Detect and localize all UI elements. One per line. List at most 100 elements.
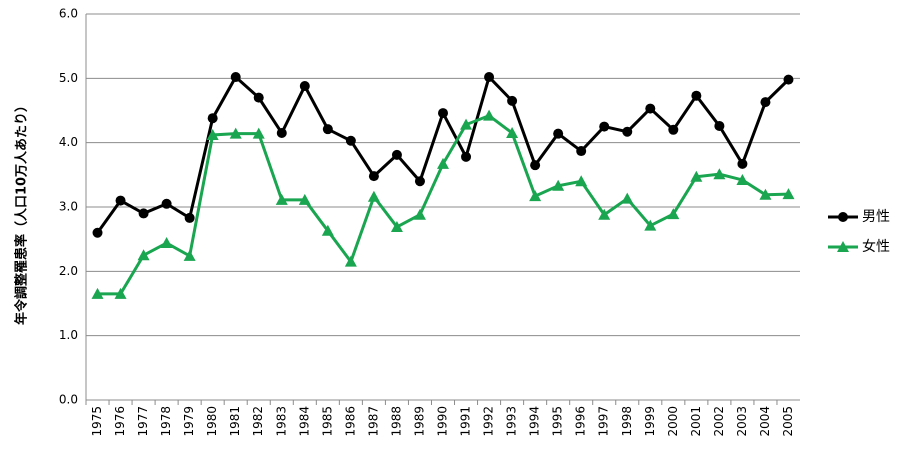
point [345,135,356,146]
point [253,92,264,103]
point [206,128,219,140]
x-tick-label: 1985 [320,406,334,437]
x-tick-label: 1977 [136,406,150,437]
x-tick-label: 1996 [574,406,588,437]
point [736,173,749,185]
x-tick-label: 2000 [666,406,680,437]
point [667,208,680,220]
x-tick-label: 1991 [459,406,473,437]
point [252,127,265,139]
x-tick-label: 1987 [366,406,380,437]
point [138,208,149,219]
x-tick-label: 1983 [274,406,288,437]
point [782,188,795,200]
x-tick-label: 1998 [620,406,634,437]
x-tick-label: 1986 [343,406,357,437]
point [552,179,565,191]
point [759,188,772,200]
point [506,127,519,139]
point [461,151,472,162]
point [160,237,173,249]
point [391,149,402,160]
point [414,176,425,187]
point [230,72,241,83]
y-tick-label: 2.0 [59,264,78,278]
point [691,90,702,101]
point [91,287,104,299]
point [530,160,541,171]
point [322,124,333,135]
point [483,109,496,121]
y-axis-label: 年令調整罹患率（人口10万人あたり） [14,99,30,325]
point [837,241,849,252]
y-tick-label: 1.0 [59,328,78,342]
y-tick-label: 0.0 [59,393,78,407]
point [276,128,287,139]
point [553,128,564,139]
x-tick-label: 2005 [781,406,795,437]
point [838,212,848,222]
legend-label: 女性 [862,238,890,255]
point [437,157,449,169]
x-tick-label: 1975 [90,406,104,437]
point [229,127,242,139]
x-tick-label: 1995 [551,406,565,437]
legend-label: 男性 [862,209,890,225]
x-tick-label: 1997 [597,406,611,437]
point [484,72,495,83]
point [298,193,311,205]
point [438,108,448,119]
x-tick-label: 1994 [528,406,542,437]
point [321,224,334,236]
x-tick-label: 1989 [412,406,426,437]
point [92,227,103,238]
y-tick-label: 5.0 [59,71,78,85]
point [529,190,542,202]
point [367,190,380,202]
x-tick-label: 1992 [482,406,496,437]
point [713,168,726,180]
x-tick-label: 1981 [228,406,242,437]
point [137,249,150,261]
point [344,255,357,267]
x-tick-label: 2004 [758,406,772,437]
point [460,118,473,130]
x-tick-label: 2003 [735,406,749,437]
point [575,175,588,187]
x-tick-label: 1978 [159,406,173,437]
point [760,97,771,108]
point [115,195,126,206]
point [714,120,725,131]
point [183,249,196,261]
x-tick-label: 1979 [182,406,196,437]
x-tick-label: 2002 [712,406,726,437]
point [622,126,633,137]
point [645,103,656,114]
point [368,171,379,182]
point [598,208,611,220]
point [690,170,703,182]
series-line [96,74,790,234]
point [783,74,794,85]
point [644,219,657,231]
point [390,220,403,232]
point [599,121,610,132]
x-tick-label: 1988 [389,406,403,437]
x-tick-label: 1993 [505,406,519,437]
point [184,212,195,223]
x-tick-label: 1982 [251,406,265,437]
point [207,113,218,124]
point [507,95,518,106]
y-tick-label: 6.0 [59,7,78,21]
point [576,146,587,157]
point [668,124,679,135]
x-tick-label: 1980 [205,406,219,437]
point [413,208,426,220]
x-tick-label: 1984 [297,406,311,437]
point [299,81,310,92]
y-tick-label: 3.0 [59,200,78,214]
x-tick-label: 1976 [113,406,127,437]
point [621,192,634,204]
